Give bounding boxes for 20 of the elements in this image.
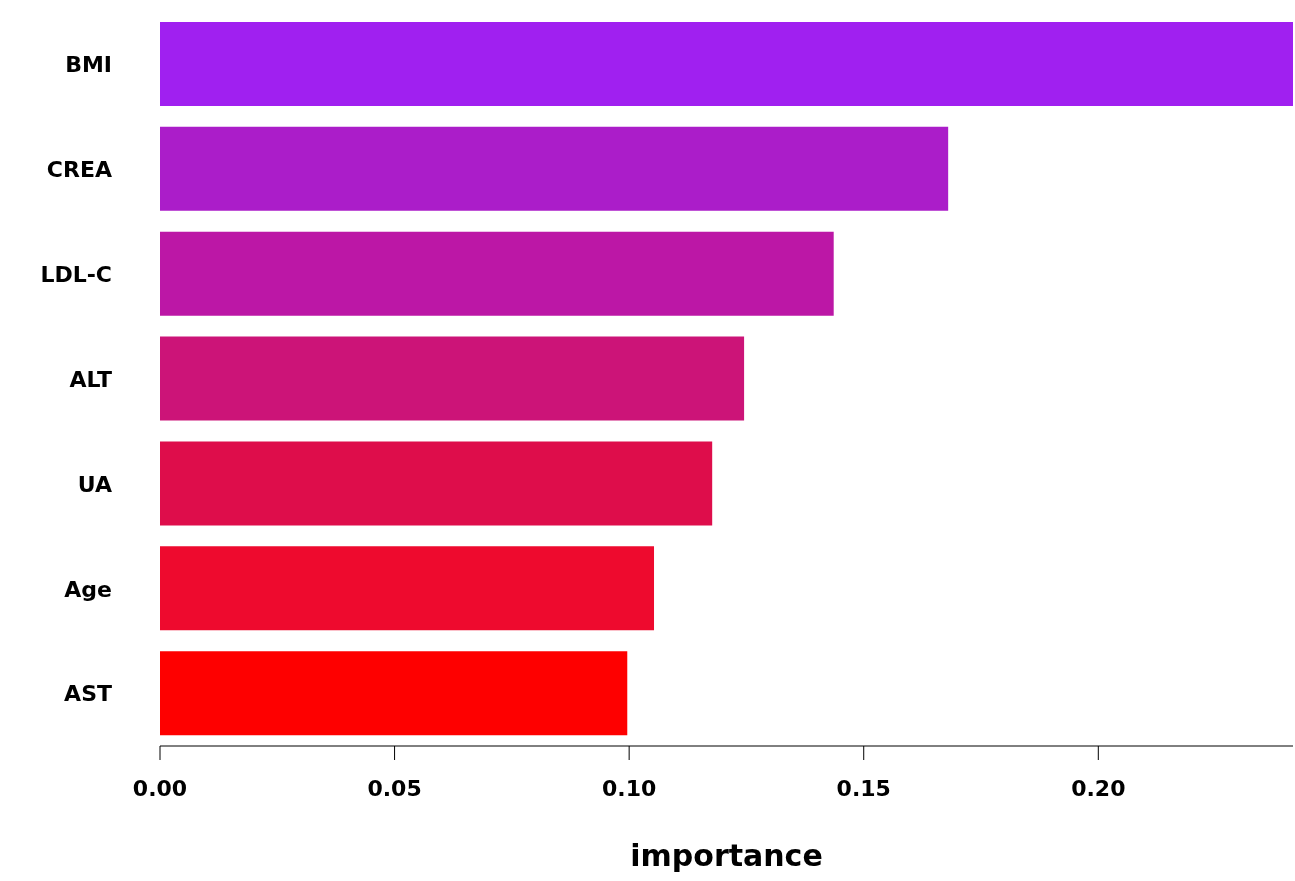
y-tick-label: UA [77,471,112,497]
x-tick-label: 0.00 [132,775,188,801]
x-tick-label: 0.15 [836,775,891,801]
y-tick-label: CREA [46,157,112,183]
x-tick-label: 0.05 [367,775,422,801]
x-axis-title: importance [630,838,823,873]
y-tick-label: AST [64,681,112,707]
y-tick-label: Age [64,576,112,602]
x-tick-label: 0.10 [602,775,657,801]
bar [160,22,1293,106]
bar [160,651,628,736]
bar [160,231,834,316]
x-tick-label: 0.20 [1071,775,1126,801]
bar [160,126,949,211]
bar [160,336,745,421]
y-tick-label: LDL-C [40,261,112,287]
y-tick-label: ALT [69,366,112,392]
bar [160,441,713,526]
bar [160,546,655,631]
y-tick-label: BMI [65,52,112,78]
